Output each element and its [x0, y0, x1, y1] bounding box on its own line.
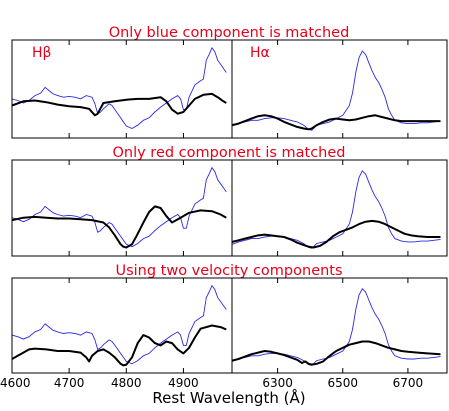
observed-spectrum-line: [12, 166, 227, 248]
row-title-1: Only blue component is matched: [109, 25, 350, 41]
x-tick-label: 4600: [0, 376, 31, 390]
x-axis-title: Rest Wavelength (Å): [152, 388, 305, 407]
model-fit-line: [12, 92, 227, 117]
row-title-2: Only red component is matched: [112, 145, 345, 161]
panel-frame: [231, 39, 448, 139]
panel-line-label: Hα: [250, 45, 270, 61]
model-fit-line: [12, 324, 227, 367]
observed-spectrum-line: [232, 170, 441, 249]
observed-spectrum-line: [12, 284, 227, 365]
panel-r1-c2: Hα: [231, 39, 448, 139]
panel-frame: [231, 277, 448, 374]
x-tick-label: 4900: [168, 376, 199, 390]
x-tick-label: 6300: [262, 376, 293, 390]
observed-spectrum-line: [12, 46, 227, 130]
model-fit-line: [232, 340, 441, 366]
panel-r3-c1: [11, 277, 233, 374]
panel-r3-c2: [231, 277, 448, 374]
x-tick-label: 4700: [54, 376, 85, 390]
model-fit-line: [12, 205, 227, 249]
x-tick-label: 6500: [327, 376, 358, 390]
panel-frame: [11, 159, 233, 257]
model-fit-line: [232, 114, 441, 131]
panel-line-label: Hβ: [32, 45, 51, 61]
x-tick-label: 4800: [111, 376, 142, 390]
panel-r1-c1: Hβ: [11, 39, 233, 139]
panel-r2-c2: [231, 159, 448, 257]
row-title-3: Using two velocity components: [115, 263, 342, 279]
observed-spectrum-line: [232, 288, 441, 366]
model-fit-line: [232, 219, 441, 249]
x-tick-label: 6700: [393, 376, 424, 390]
panel-frame: [11, 277, 233, 374]
panel-frame: [231, 159, 448, 257]
panel-r2-c1: [11, 159, 233, 257]
